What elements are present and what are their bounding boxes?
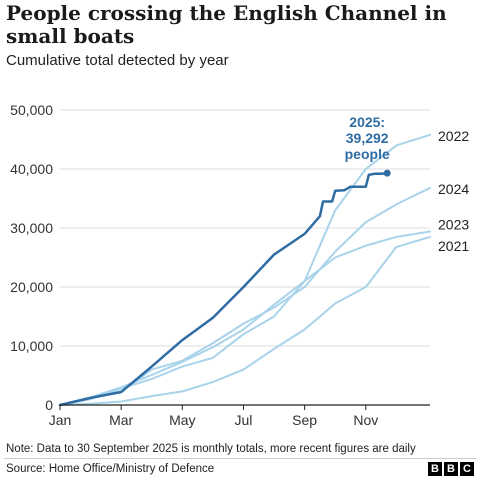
chart-source: Source: Home Office/Ministry of Defence [6,463,215,475]
bbc-logo-letter-3: C [460,462,474,476]
y-tick-label: 40,000 [10,161,53,177]
y-tick-label: 50,000 [10,102,53,118]
series-label-2021: 2021 [438,238,469,254]
series-label-2024: 2024 [438,181,469,197]
x-tick-label: Mar [109,412,133,428]
bbc-logo: B B C [428,462,474,476]
line-chart: 0 10,000 20,000 30,000 40,000 50,000 Jan Mar May… [10,102,469,428]
chart-note: Note: Data to 30 September 2025 is month… [6,443,416,455]
x-tick-label: Sep [292,412,317,428]
series-line-2023 [59,230,431,406]
series-label-2025-line-3: people [345,146,390,162]
chart-subtitle: Cumulative total detected by year [6,52,229,69]
y-tick-label: 0 [45,397,53,413]
x-tick-label: Jan [49,412,72,428]
bbc-logo-letter-2: B [444,462,458,476]
bbc-logo-letter-1: B [428,462,442,476]
y-tick-label: 10,000 [10,338,53,354]
series-line-2025 [58,171,389,407]
x-tick-label: May [169,412,195,428]
series-label-2022: 2022 [438,128,469,144]
y-tick-label: 30,000 [10,220,53,236]
x-tick-label: Jul [235,412,253,428]
footer-divider [4,458,476,459]
x-tick-label: Nov [353,412,378,428]
y-tick-label: 20,000 [10,279,53,295]
series-label-2025-line-2: 39,292 [346,130,389,146]
series-label-2025-line-1: 2025: [349,114,385,130]
series-line-2022 [59,133,431,406]
series-line-2024 [59,186,431,406]
series-label-2023: 2023 [438,217,469,233]
series-line-2021 [59,235,431,406]
chart-title: People crossing the English Channel in s… [6,1,447,48]
series-end-marker-2025 [383,169,391,177]
